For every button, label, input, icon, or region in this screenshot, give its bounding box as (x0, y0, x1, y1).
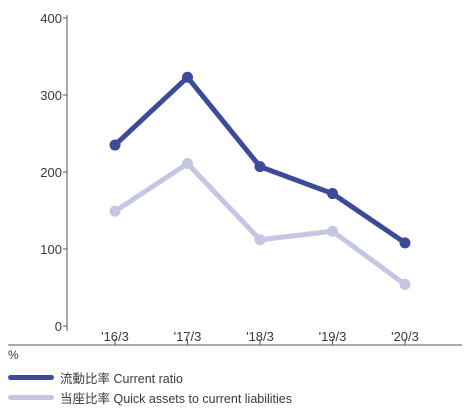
x-tick-label: '18/3 (246, 329, 274, 344)
legend-label-current-ratio: 流動比率 Current ratio (60, 371, 183, 386)
legend-item-quick-ratio: 当座比率 Quick assets to current liabilities (8, 388, 292, 406)
data-point-0-1 (182, 71, 193, 83)
x-tick-label: '19/3 (319, 329, 347, 344)
series-lines (112, 74, 408, 287)
axes: 0 100 200 300 400 '16/3 '17/3 '18/3 '19/3 '20/3 (8, 11, 462, 346)
y-tick-label: 300 (40, 88, 62, 103)
y-tick-label: 200 (40, 165, 62, 180)
x-tick-label: '20/3 (391, 329, 419, 344)
legend: 流動比率 Current ratio 当座比率 Quick assets to … (8, 368, 292, 408)
legend-item-current-ratio: 流動比率 Current ratio (8, 368, 292, 386)
y-unit-label: % (8, 348, 19, 362)
series-line-0 (112, 74, 408, 246)
series-line-1 (112, 161, 408, 287)
data-point-0-2 (254, 161, 266, 173)
y-tick-label: 400 (40, 11, 62, 26)
legend-label-quick-ratio: 当座比率 Quick assets to current liabilities (60, 391, 293, 406)
data-point-0-3 (327, 188, 338, 200)
y-tick-label: 100 (40, 242, 62, 257)
data-point-1-3 (327, 225, 338, 237)
data-point-0-0 (109, 139, 121, 151)
legend-swatch-current-ratio (8, 374, 54, 380)
series-points (109, 71, 411, 290)
data-point-1-0 (109, 205, 121, 217)
data-point-0-4 (399, 237, 411, 249)
x-tick-label: '17/3 (174, 329, 202, 344)
y-tick-label: 0 (55, 319, 62, 334)
data-point-1-4 (399, 278, 411, 290)
data-point-1-2 (254, 234, 266, 246)
data-point-1-1 (182, 158, 193, 170)
legend-swatch-quick-ratio (8, 394, 54, 400)
x-tick-label: '16/3 (101, 329, 129, 344)
